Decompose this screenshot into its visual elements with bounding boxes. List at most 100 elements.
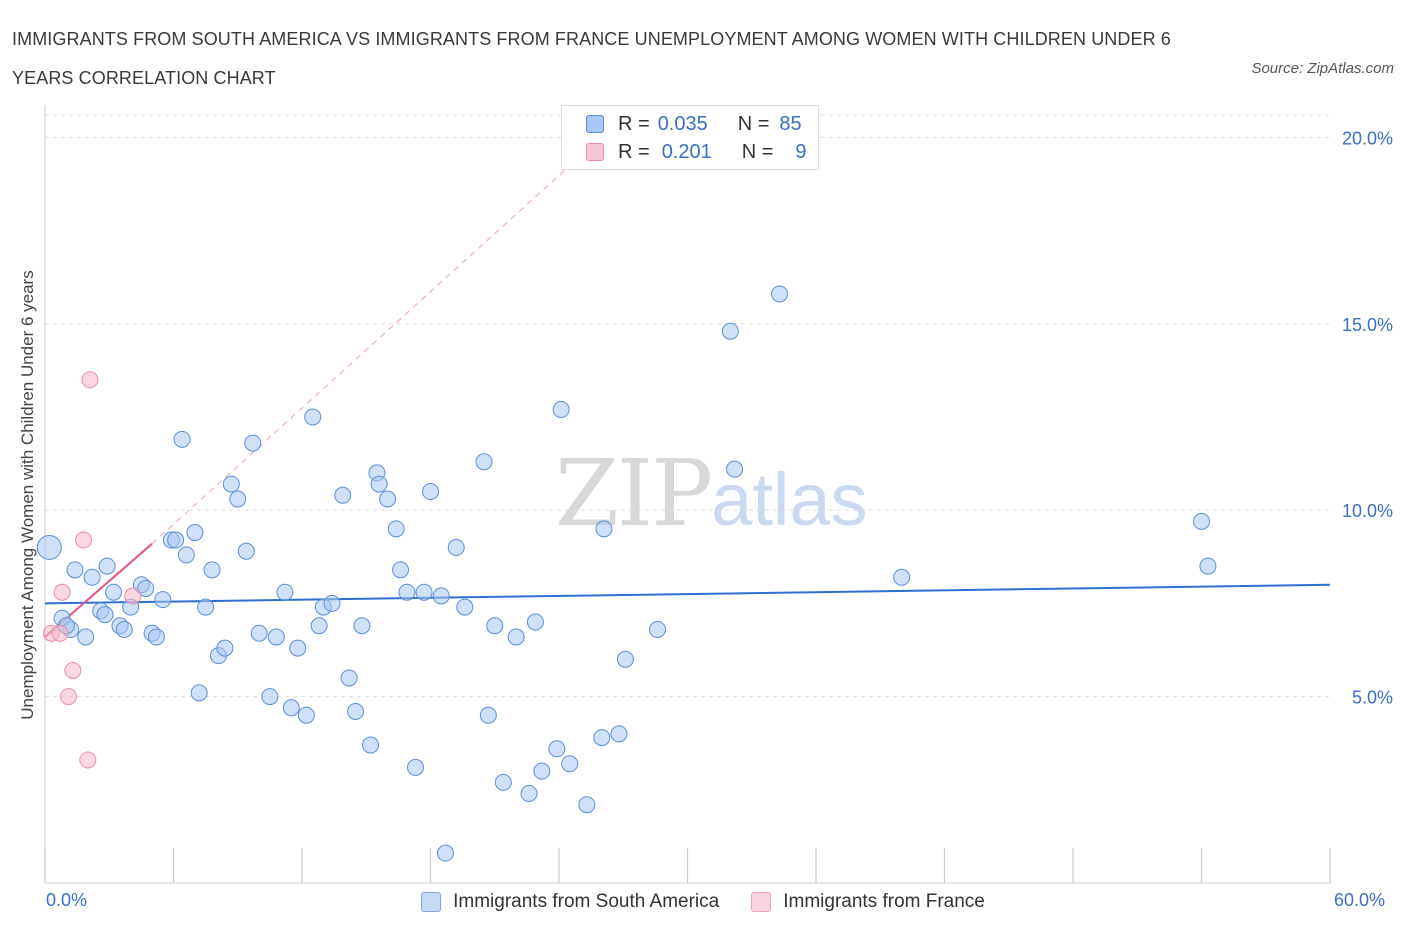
legend-r-value: 0.035: [657, 112, 708, 135]
point-south-america: [173, 430, 191, 448]
point-south-america: [98, 557, 116, 575]
point-south-america: [370, 475, 388, 493]
legend-item-france[interactable]: Immigrants from France: [751, 891, 985, 913]
point-south-america: [726, 460, 744, 478]
point-south-america: [229, 490, 247, 508]
point-france: [64, 661, 82, 679]
point-south-america: [203, 561, 221, 579]
point-south-america: [548, 740, 566, 758]
point-south-america: [616, 650, 634, 668]
axes-layer: [44, 105, 1331, 884]
x-tick-label-min: 0.0%: [46, 890, 88, 910]
legend-item-label: Immigrants from South America: [453, 891, 720, 912]
point-france: [51, 624, 69, 642]
point-south-america: [415, 583, 433, 601]
point-south-america: [1199, 557, 1217, 575]
legend-n-value: 9: [795, 140, 807, 163]
point-south-america: [610, 725, 628, 743]
point-south-america: [310, 617, 328, 635]
point-south-america: [1193, 512, 1210, 530]
point-south-america: [432, 587, 450, 605]
point-south-america: [222, 475, 240, 493]
point-france: [124, 587, 142, 605]
point-south-america: [289, 639, 307, 657]
point-south-america: [593, 729, 611, 747]
point-south-america: [282, 699, 300, 717]
point-south-america: [237, 542, 255, 560]
point-south-america: [379, 490, 397, 508]
y-tick-labels: 5.0% 10.0% 15.0% 20.0%: [1342, 128, 1393, 707]
point-south-america: [436, 844, 454, 862]
point-south-america: [105, 583, 123, 601]
point-france: [79, 751, 97, 769]
chart-title: IMMIGRANTS FROM SOUTH AMERICA VS IMMIGRA…: [12, 29, 1171, 88]
point-south-america: [216, 639, 234, 657]
legend-item-south-america[interactable]: Immigrants from South America: [421, 891, 719, 913]
point-south-america: [36, 534, 62, 560]
series-legend: Immigrants from South America Immigrants…: [0, 888, 1406, 916]
point-south-america: [893, 568, 911, 586]
point-south-america: [392, 561, 410, 579]
point-south-america: [304, 408, 322, 426]
point-south-america: [578, 796, 596, 814]
point-south-america: [595, 520, 613, 538]
point-south-america: [190, 684, 208, 702]
point-south-america: [552, 401, 570, 419]
point-south-america: [167, 531, 185, 549]
point-south-america: [340, 669, 358, 687]
point-south-america: [197, 598, 215, 616]
points-layer: [36, 285, 1217, 862]
point-south-america: [533, 762, 551, 780]
correlation-legend: R = 0.035 N = 85 R = 0.201 N = 9: [561, 105, 819, 170]
point-france: [81, 371, 99, 389]
point-south-america: [147, 628, 165, 646]
point-south-america: [96, 606, 114, 624]
trend-line-france-extension: [151, 155, 581, 545]
point-south-america: [261, 688, 279, 706]
point-south-america: [323, 594, 341, 612]
point-south-america: [507, 628, 525, 646]
point-south-america: [486, 617, 504, 635]
legend-swatch-pink: [751, 892, 772, 912]
point-south-america: [447, 538, 465, 556]
trend-layer: [44, 155, 1331, 638]
point-south-america: [494, 773, 512, 791]
legend-n-value: 85: [779, 112, 802, 135]
trend-line-south-america: [44, 583, 1331, 605]
legend-r-label: R =: [618, 112, 650, 135]
point-south-america: [137, 579, 155, 597]
y-tick-label: 5.0%: [1352, 688, 1393, 708]
legend-n-label: N =: [741, 140, 774, 163]
point-france: [53, 583, 71, 601]
y-tick-label: 15.0%: [1342, 315, 1393, 335]
point-south-america: [526, 613, 544, 631]
watermark-zip: ZIP: [555, 440, 713, 547]
legend-swatch-blue: [421, 892, 442, 912]
point-south-america: [267, 628, 285, 646]
point-south-america: [66, 561, 84, 579]
point-south-america: [456, 598, 474, 616]
point-south-america: [475, 453, 493, 471]
legend-row-france: R = 0.201 N = 9: [586, 139, 807, 165]
point-south-america: [561, 755, 579, 773]
point-south-america: [77, 628, 95, 646]
point-south-america: [83, 568, 101, 586]
legend-n-label: N =: [737, 112, 770, 135]
watermark: ZIPatlas: [555, 440, 867, 547]
point-south-america: [362, 736, 380, 754]
point-south-america: [771, 285, 789, 303]
point-south-america: [387, 520, 405, 538]
point-south-america: [297, 706, 315, 724]
point-south-america: [250, 624, 268, 642]
legend-swatch-blue: [586, 115, 604, 133]
point-south-america: [186, 524, 204, 542]
point-south-america: [479, 706, 497, 724]
point-south-america: [177, 546, 195, 564]
point-south-america: [721, 322, 739, 340]
point-south-america: [244, 434, 262, 452]
point-south-america: [154, 591, 172, 609]
point-south-america: [649, 620, 667, 638]
grid-layer: [45, 114, 1330, 698]
point-south-america: [115, 620, 133, 638]
point-france: [60, 688, 78, 706]
